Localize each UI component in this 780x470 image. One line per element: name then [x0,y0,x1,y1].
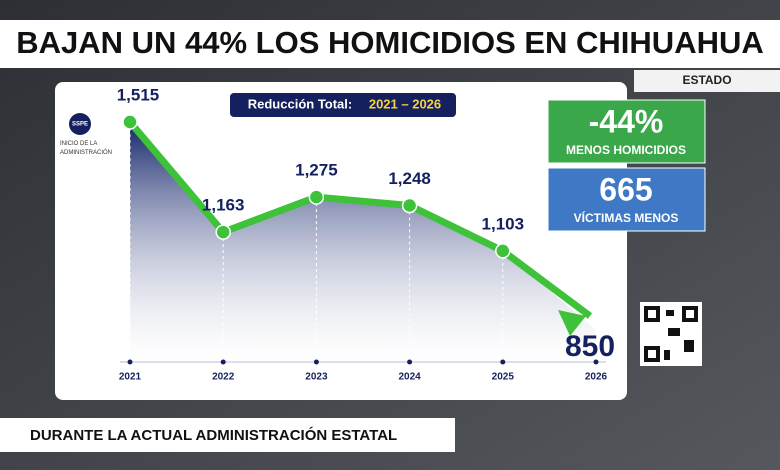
stat-value: 665 [599,171,652,207]
x-tick [220,359,226,365]
area [130,122,596,362]
x-tick [407,359,413,365]
logo: SSPE [72,122,88,128]
stat-label: MENOS HOMICIDIOS [566,143,686,157]
stat-box [547,99,706,164]
point [122,114,138,130]
footer-box [0,418,455,452]
point [215,224,231,240]
value-label: 1,163 [202,196,245,215]
stat-label: VÍCTIMAS MENOS [574,210,679,225]
x-tick-label: 2022 [212,372,235,383]
x-tick [500,359,506,365]
tag: ESTADO [682,73,731,87]
value-label: 1,103 [482,214,525,233]
arrow-head [558,310,586,336]
footer: DURANTE LA ACTUAL ADMINISTRACIÓN ESTATAL [30,426,397,444]
x-tick [593,359,599,365]
x-tick [313,359,319,365]
x-tick [127,359,133,365]
annotation: INICIO DE LA ADMINISTRACIÓN [60,141,113,156]
title-pill [230,93,456,117]
line [127,119,593,319]
tag-box [634,70,780,92]
stat-value: -44% [589,103,664,139]
point [495,243,511,259]
qr-code [640,302,702,366]
chart-title-range: 2021 – 2026 [369,96,441,111]
logo-badge [69,113,91,135]
headline-bar [0,20,780,68]
x-tick-label: 2026 [585,372,608,383]
stat-box [547,167,706,232]
chart-title: Reducción Total: [248,96,352,111]
x-tick-label: 2021 [119,372,142,383]
value-label: 1,275 [295,161,338,180]
x-tick-label: 2024 [398,372,421,383]
x-tick-label: 2023 [305,372,328,383]
point [401,197,418,214]
x-tick-label: 2025 [492,372,515,383]
value-label: 1,248 [388,169,431,188]
headline: BAJAN UN 44% LOS HOMICIDIOS EN CHIHUAHUA [16,25,764,60]
annotation-box: INICIO DE LA ADMINISTRACIÓN [60,141,113,156]
point [308,189,325,205]
value-label: 1,515 [117,85,160,104]
value-label: 850 [565,330,615,363]
